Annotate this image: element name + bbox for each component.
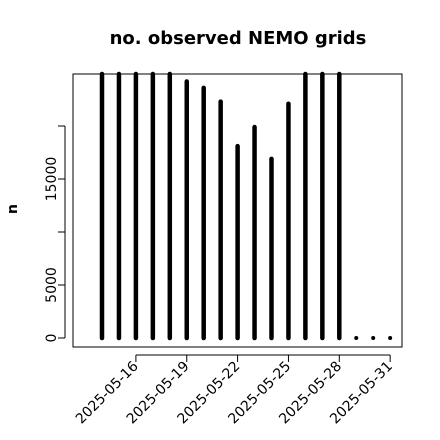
x-axis: 2025-05-162025-05-192025-05-222025-05-25…	[73, 354, 396, 427]
bar-zero-point	[354, 336, 359, 340]
plot-box	[72, 73, 403, 348]
bars	[99, 71, 393, 341]
chart-title: no. observed NEMO grids	[110, 28, 367, 49]
y-tick-label: 5000	[44, 267, 60, 303]
y-axis-label: n	[5, 204, 21, 214]
y-tick-label: 0	[44, 334, 60, 343]
y-axis: 0 5000 15000	[44, 125, 66, 343]
y-tick-label: 15000	[44, 157, 60, 202]
bar-zero-point	[371, 336, 376, 340]
bar-zero-point	[388, 336, 393, 340]
